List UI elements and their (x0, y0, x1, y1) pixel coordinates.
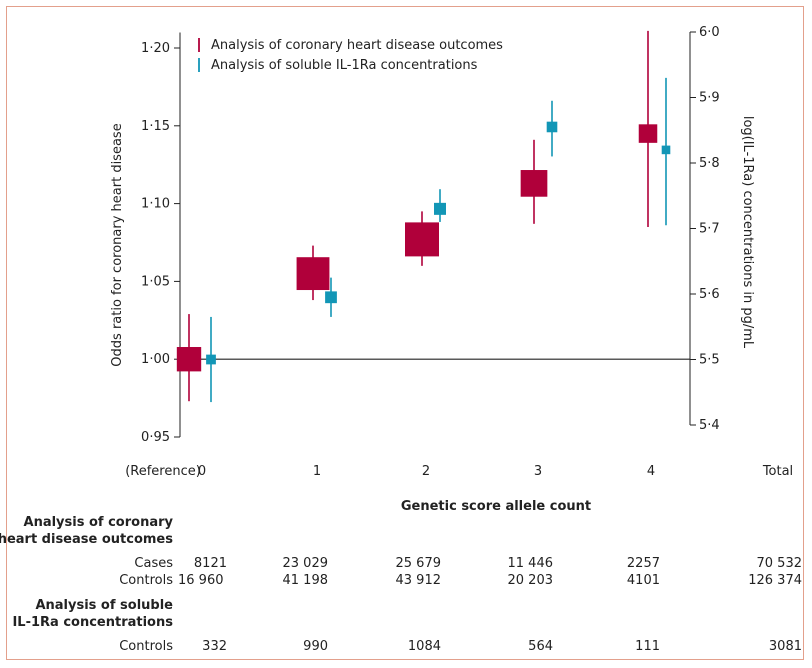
table-cell: 332 (202, 639, 227, 654)
table-header-chd: Analysis of coronary (24, 515, 174, 530)
table-row-label: Controls (119, 573, 173, 588)
table-cell: 4101 (627, 573, 660, 588)
table-cell: 126 374 (748, 573, 802, 588)
x-tick-label: 4 (647, 464, 655, 479)
table-cell: 23 029 (283, 556, 329, 571)
left-axis-tick-label: 1·10 (141, 197, 170, 212)
figure-frame (6, 6, 804, 660)
right-axis-tick-label: 6·0 (699, 25, 720, 40)
il1ra-point (661, 145, 671, 155)
table-cell: 43 912 (396, 573, 442, 588)
right-axis-title: log(IL-1Ra) concentrations in pg/mL (740, 116, 755, 349)
table-cell: 8121 (194, 556, 227, 571)
table-cell: 20 203 (508, 573, 554, 588)
table-cell: 990 (303, 639, 328, 654)
chd-point (405, 222, 439, 257)
right-axis-tick-label: 5·5 (699, 353, 720, 368)
table-cell: 11 446 (508, 556, 554, 571)
table-cell: 111 (635, 639, 660, 654)
x-tick-label: 3 (534, 464, 542, 479)
table-cell: 16 960 (178, 573, 224, 588)
table-header-il1ra: Analysis of soluble (35, 598, 173, 613)
table-row-label: Controls (119, 639, 173, 654)
il1ra-point (325, 291, 337, 304)
table-cell: 2257 (627, 556, 660, 571)
right-axis-tick-label: 5·4 (699, 418, 720, 433)
left-axis-tick-label: 1·20 (141, 41, 170, 56)
left-axis-tick-label: 1·05 (141, 274, 170, 289)
left-axis-title: Odds ratio for coronary heart disease (110, 123, 125, 366)
legend-il1ra-label: Analysis of soluble IL-1Ra concentration… (211, 58, 478, 73)
il1ra-point (206, 354, 216, 365)
right-axis-tick-label: 5·6 (699, 287, 720, 302)
table-cell: 1084 (408, 639, 441, 654)
table-header-chd: heart disease outcomes (0, 532, 173, 547)
table-cell: 41 198 (283, 573, 329, 588)
x-tick-label: 0 (198, 464, 206, 479)
il1ra-point (434, 202, 446, 215)
table-cell: 564 (528, 639, 553, 654)
chd-point (638, 124, 658, 143)
x-tick-label: 2 (422, 464, 430, 479)
table-cell: 25 679 (396, 556, 442, 571)
right-axis-tick-label: 5·9 (699, 91, 720, 106)
legend-chd-label: Analysis of coronary heart disease outco… (211, 38, 503, 53)
il1ra-point (546, 121, 558, 133)
right-axis-tick-label: 5·7 (699, 222, 720, 237)
table-cell: 3081 (769, 639, 802, 654)
x-tick-label: (Reference) (125, 464, 201, 479)
left-axis-tick-label: 0·95 (141, 430, 170, 445)
chd-point (176, 347, 202, 372)
x-tick-label: Total (762, 464, 793, 479)
table-cell: 70 532 (757, 556, 803, 571)
chd-point (520, 170, 548, 197)
table-row-label: Cases (134, 556, 173, 571)
left-axis-tick-label: 1·15 (141, 119, 170, 134)
left-axis-tick-label: 1·00 (141, 352, 170, 367)
chd-point (296, 257, 330, 291)
right-axis-tick-label: 5·8 (699, 156, 720, 171)
x-axis-title: Genetic score allele count (401, 499, 591, 514)
x-tick-label: 1 (313, 464, 321, 479)
table-header-il1ra: IL-1Ra concentrations (12, 615, 173, 630)
